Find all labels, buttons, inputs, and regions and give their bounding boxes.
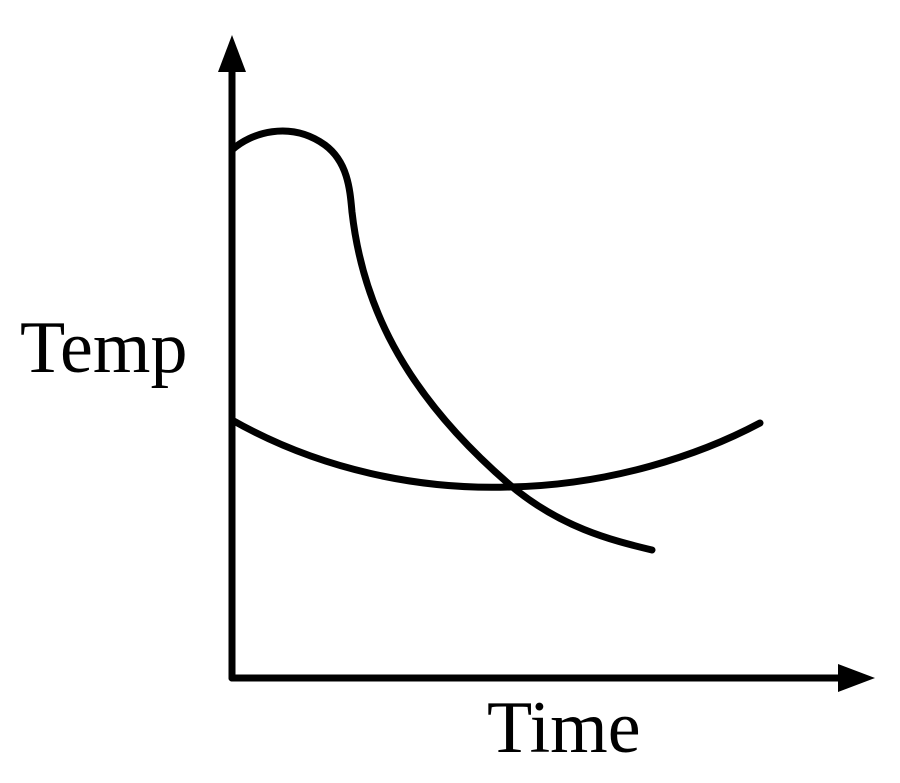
y-axis-arrow	[218, 35, 246, 72]
x-axis-label: Time	[487, 687, 641, 769]
y-axis-label: Temp	[20, 307, 187, 389]
falling-curve	[228, 127, 656, 554]
x-axis-arrow	[838, 664, 875, 692]
u-curve	[228, 416, 764, 491]
